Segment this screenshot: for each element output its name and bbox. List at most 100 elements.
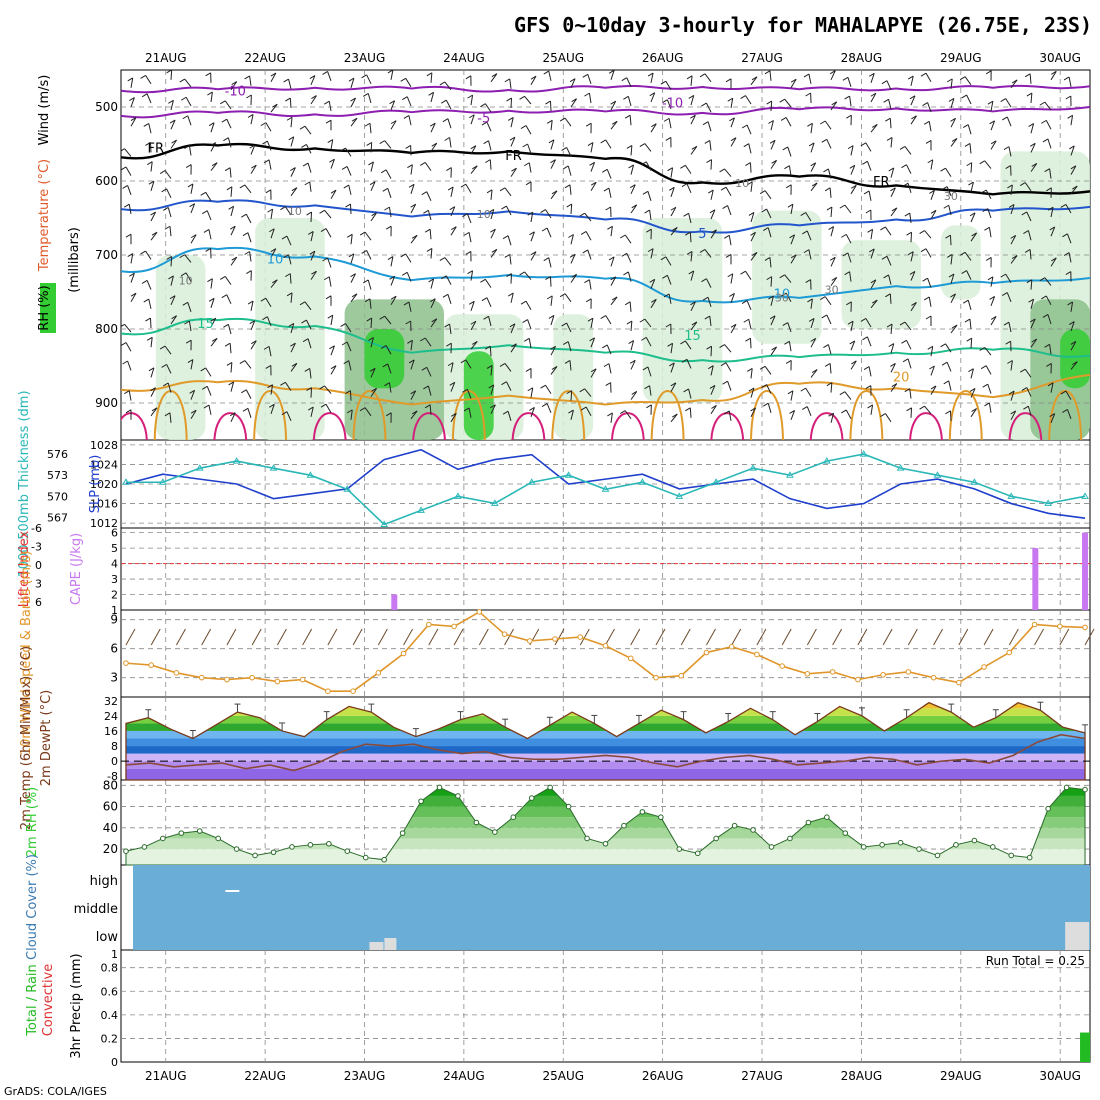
wind-barb [370,368,376,378]
wind-barb-flag [380,169,387,174]
wind-barb-flag [839,204,846,209]
wind-barb [1026,387,1032,397]
wind-barb-flag [901,164,907,169]
wind-barb-flag [807,122,813,127]
wind-barb [550,295,553,306]
wind-barb [385,169,392,179]
wind-barb [130,292,137,303]
wind-barb-flag [320,403,327,408]
wind-barb-flag [223,137,229,142]
wind-barb-flag [161,363,167,368]
wind-barb [946,186,952,196]
wind-barb [890,383,898,392]
wind-barb [348,360,352,371]
wind-barb-flag [642,366,649,371]
wind-barb-flag [541,403,548,408]
wind-barb-flag [522,143,528,148]
wind-barb [770,315,776,326]
wind-barb-flag [665,323,672,328]
thickness-line-point [380,520,389,527]
thickness-line-point [822,457,831,464]
wind-barb [985,365,992,375]
wind-barb-flag [945,234,951,239]
wind-barb [270,404,275,414]
wind-barb-flag [460,359,467,364]
wind-barb [327,71,332,81]
wind-barb [550,120,553,131]
wind-barb-flag [559,117,566,122]
thickness-line-point [306,471,315,478]
wind-barb [570,390,573,401]
wind-barb [510,117,514,128]
wind-barb-10m [857,628,868,646]
wind-barb-flag [180,96,187,101]
wind-barb-flag [281,235,288,240]
wind-barb [670,413,678,423]
wind-barb [889,293,892,304]
wind-barb-10m [150,628,161,646]
wind-barb [127,185,132,195]
wind-barb [366,74,372,85]
wind-barb [550,346,556,356]
wind-barb [790,234,796,245]
wind-barb [128,390,132,401]
wind-barb-flag [270,72,277,77]
wind-barb-flag [150,387,156,392]
wind-barb [244,360,252,369]
wind-barb [824,120,832,130]
wind-barb-flag [906,407,912,412]
wind-barb [590,337,596,348]
wind-barb-flag [826,206,833,211]
wind-barb [888,274,892,285]
x-tick-bottom: 25AUG [542,1069,584,1083]
wind-barb [324,210,332,219]
wind-barb-flag [603,187,610,192]
wind-barb-flag [907,75,914,80]
rh-point [252,852,258,859]
wind-speed-line-point [249,674,255,681]
wind-barb-flag [587,142,594,147]
wind-barb [644,143,652,152]
wind-barb-flag [701,102,707,107]
cloud-gap-low [384,938,397,950]
wind-barb [148,123,152,134]
wind-barb [1050,71,1057,81]
wind-barb-flag [1023,230,1029,234]
wind-barb-flag [886,323,893,328]
wind-barb [185,272,192,282]
wind-barb-flag [540,209,546,214]
wind-barb-flag [727,273,733,278]
wind-barb-flag [672,226,678,231]
wind-barb-flag [1041,119,1047,124]
wind-barb-flag [169,295,176,300]
rh-point [270,849,277,856]
wind-barb-flag [1029,318,1036,323]
wind-barb-flag [881,80,888,85]
thickness-line-point [269,464,278,471]
wind-barb [350,234,353,245]
y-label-cape: CAPE (J/kg) [69,533,84,605]
wind-barb-10m [302,628,313,646]
contour-label: 10 [267,253,284,268]
wind-barb [690,114,696,125]
wind-barb [769,70,772,81]
isotherm-10 [121,247,1090,304]
wind-barb [749,162,752,173]
wind-barb-flag [844,95,850,100]
wind-barb-flag [1008,204,1015,208]
wind-barb-flag [325,119,332,124]
wind-barb [424,337,432,347]
wind-barb-flag [1024,249,1031,253]
wind-barb [345,323,352,333]
wind-barb [1010,390,1015,401]
wind-barb [910,115,917,125]
wind-barb-flag [1042,138,1049,143]
wind-barb [224,100,232,110]
wind-barb-flag [906,231,912,236]
wind-barb [865,142,872,152]
wind-barb [245,389,252,399]
wind-barb [528,162,532,173]
wind-barb-flag [761,208,767,213]
wind-barb [490,249,498,258]
wind-barb [850,145,854,156]
